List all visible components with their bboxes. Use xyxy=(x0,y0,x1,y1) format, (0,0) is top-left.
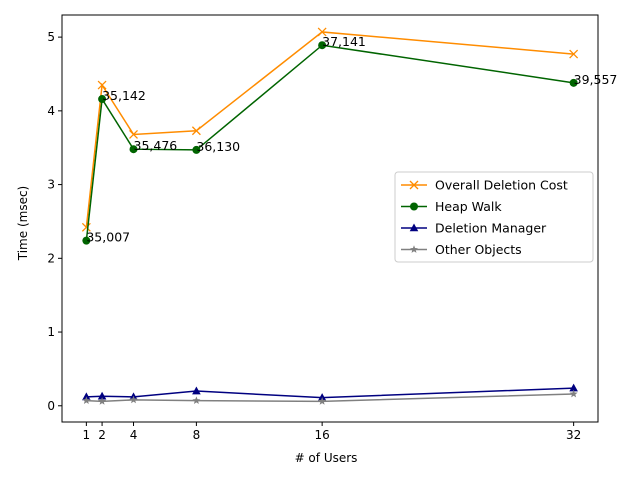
legend-label: Deletion Manager xyxy=(435,221,547,236)
series-heap-walk xyxy=(82,41,578,245)
data-point xyxy=(81,222,91,232)
data-point xyxy=(98,397,107,405)
marker-stroke xyxy=(409,180,419,190)
legend-label: Overall Deletion Cost xyxy=(435,178,568,193)
data-point xyxy=(129,395,138,404)
series-line xyxy=(85,31,574,228)
data-point xyxy=(129,129,138,139)
data-point xyxy=(317,27,327,37)
marker-stroke xyxy=(129,129,138,139)
series-line xyxy=(86,393,574,403)
x-tick-label: 1 xyxy=(83,428,91,442)
series-line xyxy=(86,387,574,399)
marker-stroke xyxy=(97,80,107,90)
y-axis-label: Time (msec) xyxy=(16,186,30,261)
legend-marker xyxy=(410,245,418,253)
legend-marker xyxy=(409,180,419,190)
data-label: 36,130 xyxy=(196,139,240,154)
data-point xyxy=(97,80,107,90)
data-point xyxy=(82,396,91,405)
marker-stroke xyxy=(317,27,327,37)
x-tick-label: 2 xyxy=(98,428,106,442)
data-point xyxy=(191,126,201,136)
y-tick-label: 0 xyxy=(47,399,55,413)
legend-marker xyxy=(409,223,419,232)
data-point xyxy=(129,145,138,154)
data-label: 35,007 xyxy=(86,230,130,245)
legend-label: Heap Walk xyxy=(435,199,502,214)
series-deletion-manager xyxy=(82,383,578,401)
data-label: 35,476 xyxy=(134,138,178,153)
data-point xyxy=(192,386,201,395)
legend: Overall Deletion Cost Heap Walk Deletion M… xyxy=(394,171,594,263)
data-point xyxy=(318,397,327,405)
y-tick-label: 1 xyxy=(47,325,55,339)
series-line xyxy=(85,44,574,241)
x-axis-label: # of Users xyxy=(295,451,358,465)
marker-stroke xyxy=(569,49,579,59)
series-other-objects xyxy=(82,389,578,405)
plot-frame xyxy=(61,14,599,423)
data-point xyxy=(569,383,578,392)
legend-box xyxy=(394,171,594,263)
data-label: 39,557 xyxy=(574,72,618,87)
x-tick-label: 4 xyxy=(130,428,138,442)
legend-label: Other Objects xyxy=(435,242,522,257)
data-label: 37,141 xyxy=(322,34,366,49)
y-tick-label: 3 xyxy=(47,178,55,192)
data-label: 35,142 xyxy=(102,88,146,103)
data-point xyxy=(192,145,201,154)
series-overall-deletion-cost xyxy=(81,27,579,232)
data-point xyxy=(97,391,107,400)
x-tick-label: 8 xyxy=(193,428,201,442)
legend-item: Other Objects xyxy=(401,242,522,257)
legend-item: Deletion Manager xyxy=(401,221,547,236)
y-tick-label: 4 xyxy=(47,104,55,118)
marker-stroke xyxy=(191,126,201,136)
y-tick-label: 5 xyxy=(47,30,55,44)
data-point xyxy=(569,78,578,87)
data-point xyxy=(317,393,327,401)
legend-item: Overall Deletion Cost xyxy=(401,178,568,193)
legend-marker xyxy=(410,202,418,211)
x-tick-label: 32 xyxy=(566,428,581,442)
data-point xyxy=(569,49,579,59)
data-point xyxy=(569,389,578,398)
legend-item: Heap Walk xyxy=(401,199,502,214)
marker-stroke xyxy=(81,222,91,232)
x-tick-label: 16 xyxy=(315,428,330,442)
y-tick-label: 2 xyxy=(47,251,55,265)
data-point xyxy=(98,95,107,104)
data-point xyxy=(192,396,201,405)
data-point xyxy=(82,392,91,401)
annotation-layer: 35,007 35,142 35,476 36,130 37,141 39,557 xyxy=(86,34,617,244)
data-point xyxy=(82,236,91,245)
series-layer xyxy=(81,27,579,405)
data-point xyxy=(318,41,327,50)
